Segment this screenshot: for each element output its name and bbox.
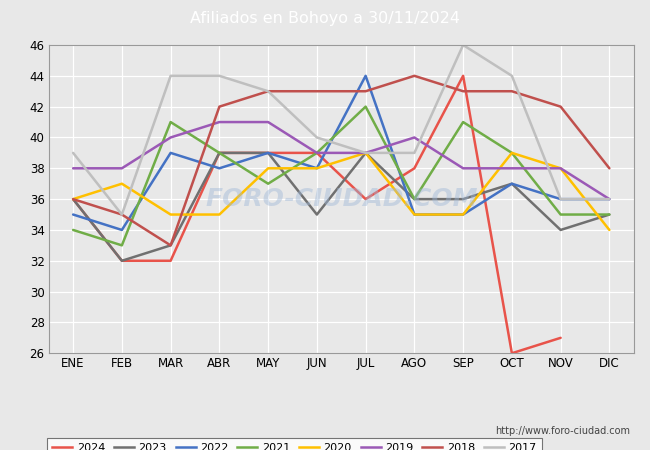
Text: FORO-CIUDAD.COM: FORO-CIUDAD.COM [205,187,478,211]
Text: Afiliados en Bohoyo a 30/11/2024: Afiliados en Bohoyo a 30/11/2024 [190,11,460,26]
Legend: 2024, 2023, 2022, 2021, 2020, 2019, 2018, 2017: 2024, 2023, 2022, 2021, 2020, 2019, 2018… [47,437,542,450]
Text: http://www.foro-ciudad.com: http://www.foro-ciudad.com [495,427,630,436]
